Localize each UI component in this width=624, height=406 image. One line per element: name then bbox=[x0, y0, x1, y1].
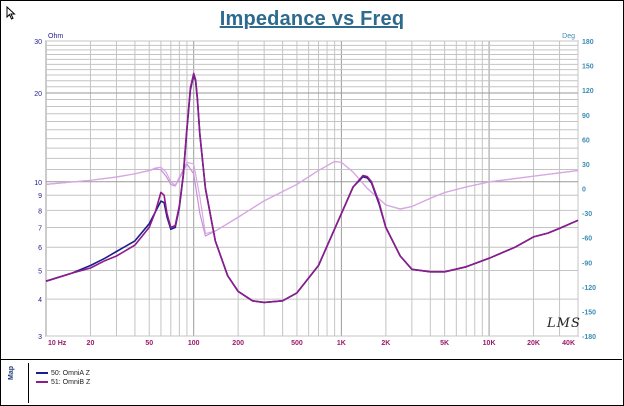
legend-entry[interactable]: 51: OmniB Z bbox=[36, 379, 90, 386]
y-right-tick-label: 0 bbox=[582, 187, 586, 194]
y-right-tick-label: -90 bbox=[582, 260, 592, 267]
legend-panel bbox=[0, 359, 622, 406]
y-left-tick-label: 6 bbox=[38, 245, 42, 252]
y-left-tick-label: 5 bbox=[38, 269, 42, 276]
y-right-tick-label: -180 bbox=[582, 334, 596, 341]
y-right-unit-label: Deg bbox=[562, 33, 575, 40]
signature-text: LMS bbox=[547, 316, 581, 331]
y-left-tick-label: 7 bbox=[38, 225, 42, 232]
x-tick-label: 50 bbox=[145, 340, 153, 347]
x-tick-label: 10 Hz bbox=[48, 340, 67, 347]
y-right-tick-label: 120 bbox=[582, 88, 594, 95]
x-tick-label: 5K bbox=[440, 340, 449, 347]
y-left-unit-label: Ohm bbox=[48, 33, 63, 40]
y-right-tick-label: -150 bbox=[582, 309, 596, 316]
x-tick-label: 20K bbox=[527, 340, 540, 347]
chart-title: Impedance vs Freq bbox=[219, 8, 405, 30]
legend-swatch bbox=[36, 381, 48, 384]
x-tick-label: 100 bbox=[188, 340, 200, 347]
y-left-tick-label: 20 bbox=[34, 91, 42, 98]
x-tick-label: 500 bbox=[291, 340, 303, 347]
series-line-omnib-phase bbox=[45, 160, 579, 235]
plot-area bbox=[45, 40, 579, 337]
y-right-tick-label: 30 bbox=[582, 162, 590, 169]
map-label: Map bbox=[8, 366, 15, 380]
y-left-tick-label: 4 bbox=[38, 297, 42, 304]
y-left-tick-label: 8 bbox=[38, 208, 42, 215]
x-tick-label: 200 bbox=[232, 340, 244, 347]
y-right-tick-label: -60 bbox=[582, 236, 592, 243]
y-right-tick-label: 150 bbox=[582, 64, 594, 71]
y-right-tick-label: -30 bbox=[582, 211, 592, 218]
pointer-arrow-icon bbox=[6, 6, 16, 20]
x-tick-label: 1K bbox=[337, 340, 346, 347]
legend-swatch bbox=[36, 372, 48, 375]
x-tick-label: 40K bbox=[562, 340, 575, 347]
legend-entry[interactable]: 50: OmniA Z bbox=[36, 370, 90, 377]
y-left-tick-label: 30 bbox=[34, 39, 42, 46]
chart-svg: 10 Hz 20 50 100 200 500 1K 2K 5K 10K 20K 40K3456789… bbox=[34, 33, 596, 347]
x-tick-label: 10K bbox=[483, 340, 496, 347]
y-left-tick-label: 9 bbox=[38, 193, 42, 200]
series-line-51-omnib-z bbox=[45, 72, 579, 304]
y-right-tick-label: 60 bbox=[582, 137, 590, 144]
map-tab[interactable] bbox=[4, 363, 29, 403]
y-left-tick-label: 10 bbox=[34, 180, 42, 187]
y-left-tick-label: 3 bbox=[38, 334, 42, 341]
y-right-tick-label: 180 bbox=[582, 39, 594, 46]
y-right-tick-label: -120 bbox=[582, 285, 596, 292]
legend-label: 51: OmniB Z bbox=[51, 379, 91, 386]
x-tick-label: 20 bbox=[87, 340, 95, 347]
legend-label: 50: OmniA Z bbox=[51, 370, 90, 377]
x-tick-label: 2K bbox=[381, 340, 390, 347]
y-right-tick-label: 90 bbox=[582, 113, 590, 120]
